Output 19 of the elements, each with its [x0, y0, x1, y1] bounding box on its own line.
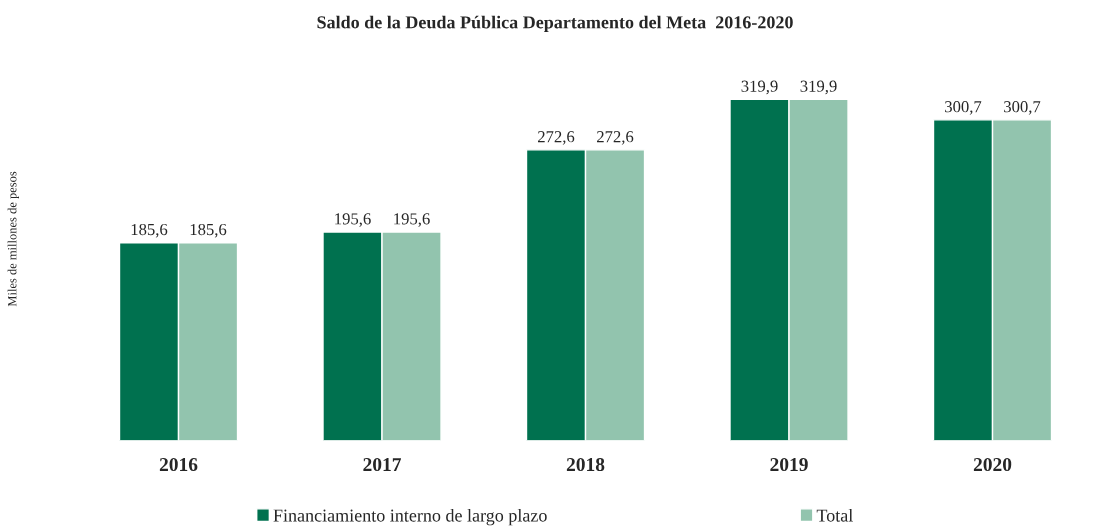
data-label: 319,9 — [800, 80, 837, 95]
data-label: 300,7 — [1004, 101, 1041, 115]
x-tick-label: 2019 — [770, 457, 808, 472]
chart-title: Saldo de la Deuda Pública Departamento del Meta 2016-2020 — [317, 15, 793, 33]
y-axis-title: Miles de millones de pesos — [7, 171, 19, 307]
data-label: 319,9 — [741, 80, 778, 95]
legend-label: Total — [816, 508, 853, 522]
x-tick-label: 2020 — [973, 457, 1012, 472]
data-label: 195,6 — [335, 213, 371, 227]
data-label: 272,6 — [597, 131, 634, 145]
data-label: 185,6 — [131, 223, 168, 238]
x-tick-label: 2018 — [566, 457, 605, 472]
data-label: 195,6 — [394, 213, 430, 227]
x-tick-label: 2016 — [159, 457, 198, 472]
data-label: 272,6 — [538, 131, 575, 145]
data-label: 185,6 — [190, 223, 227, 238]
legend-label: Financiamiento interno de largo plazo — [273, 508, 547, 526]
x-tick-label: 2017 — [363, 457, 401, 472]
data-label: 300,7 — [945, 101, 982, 115]
